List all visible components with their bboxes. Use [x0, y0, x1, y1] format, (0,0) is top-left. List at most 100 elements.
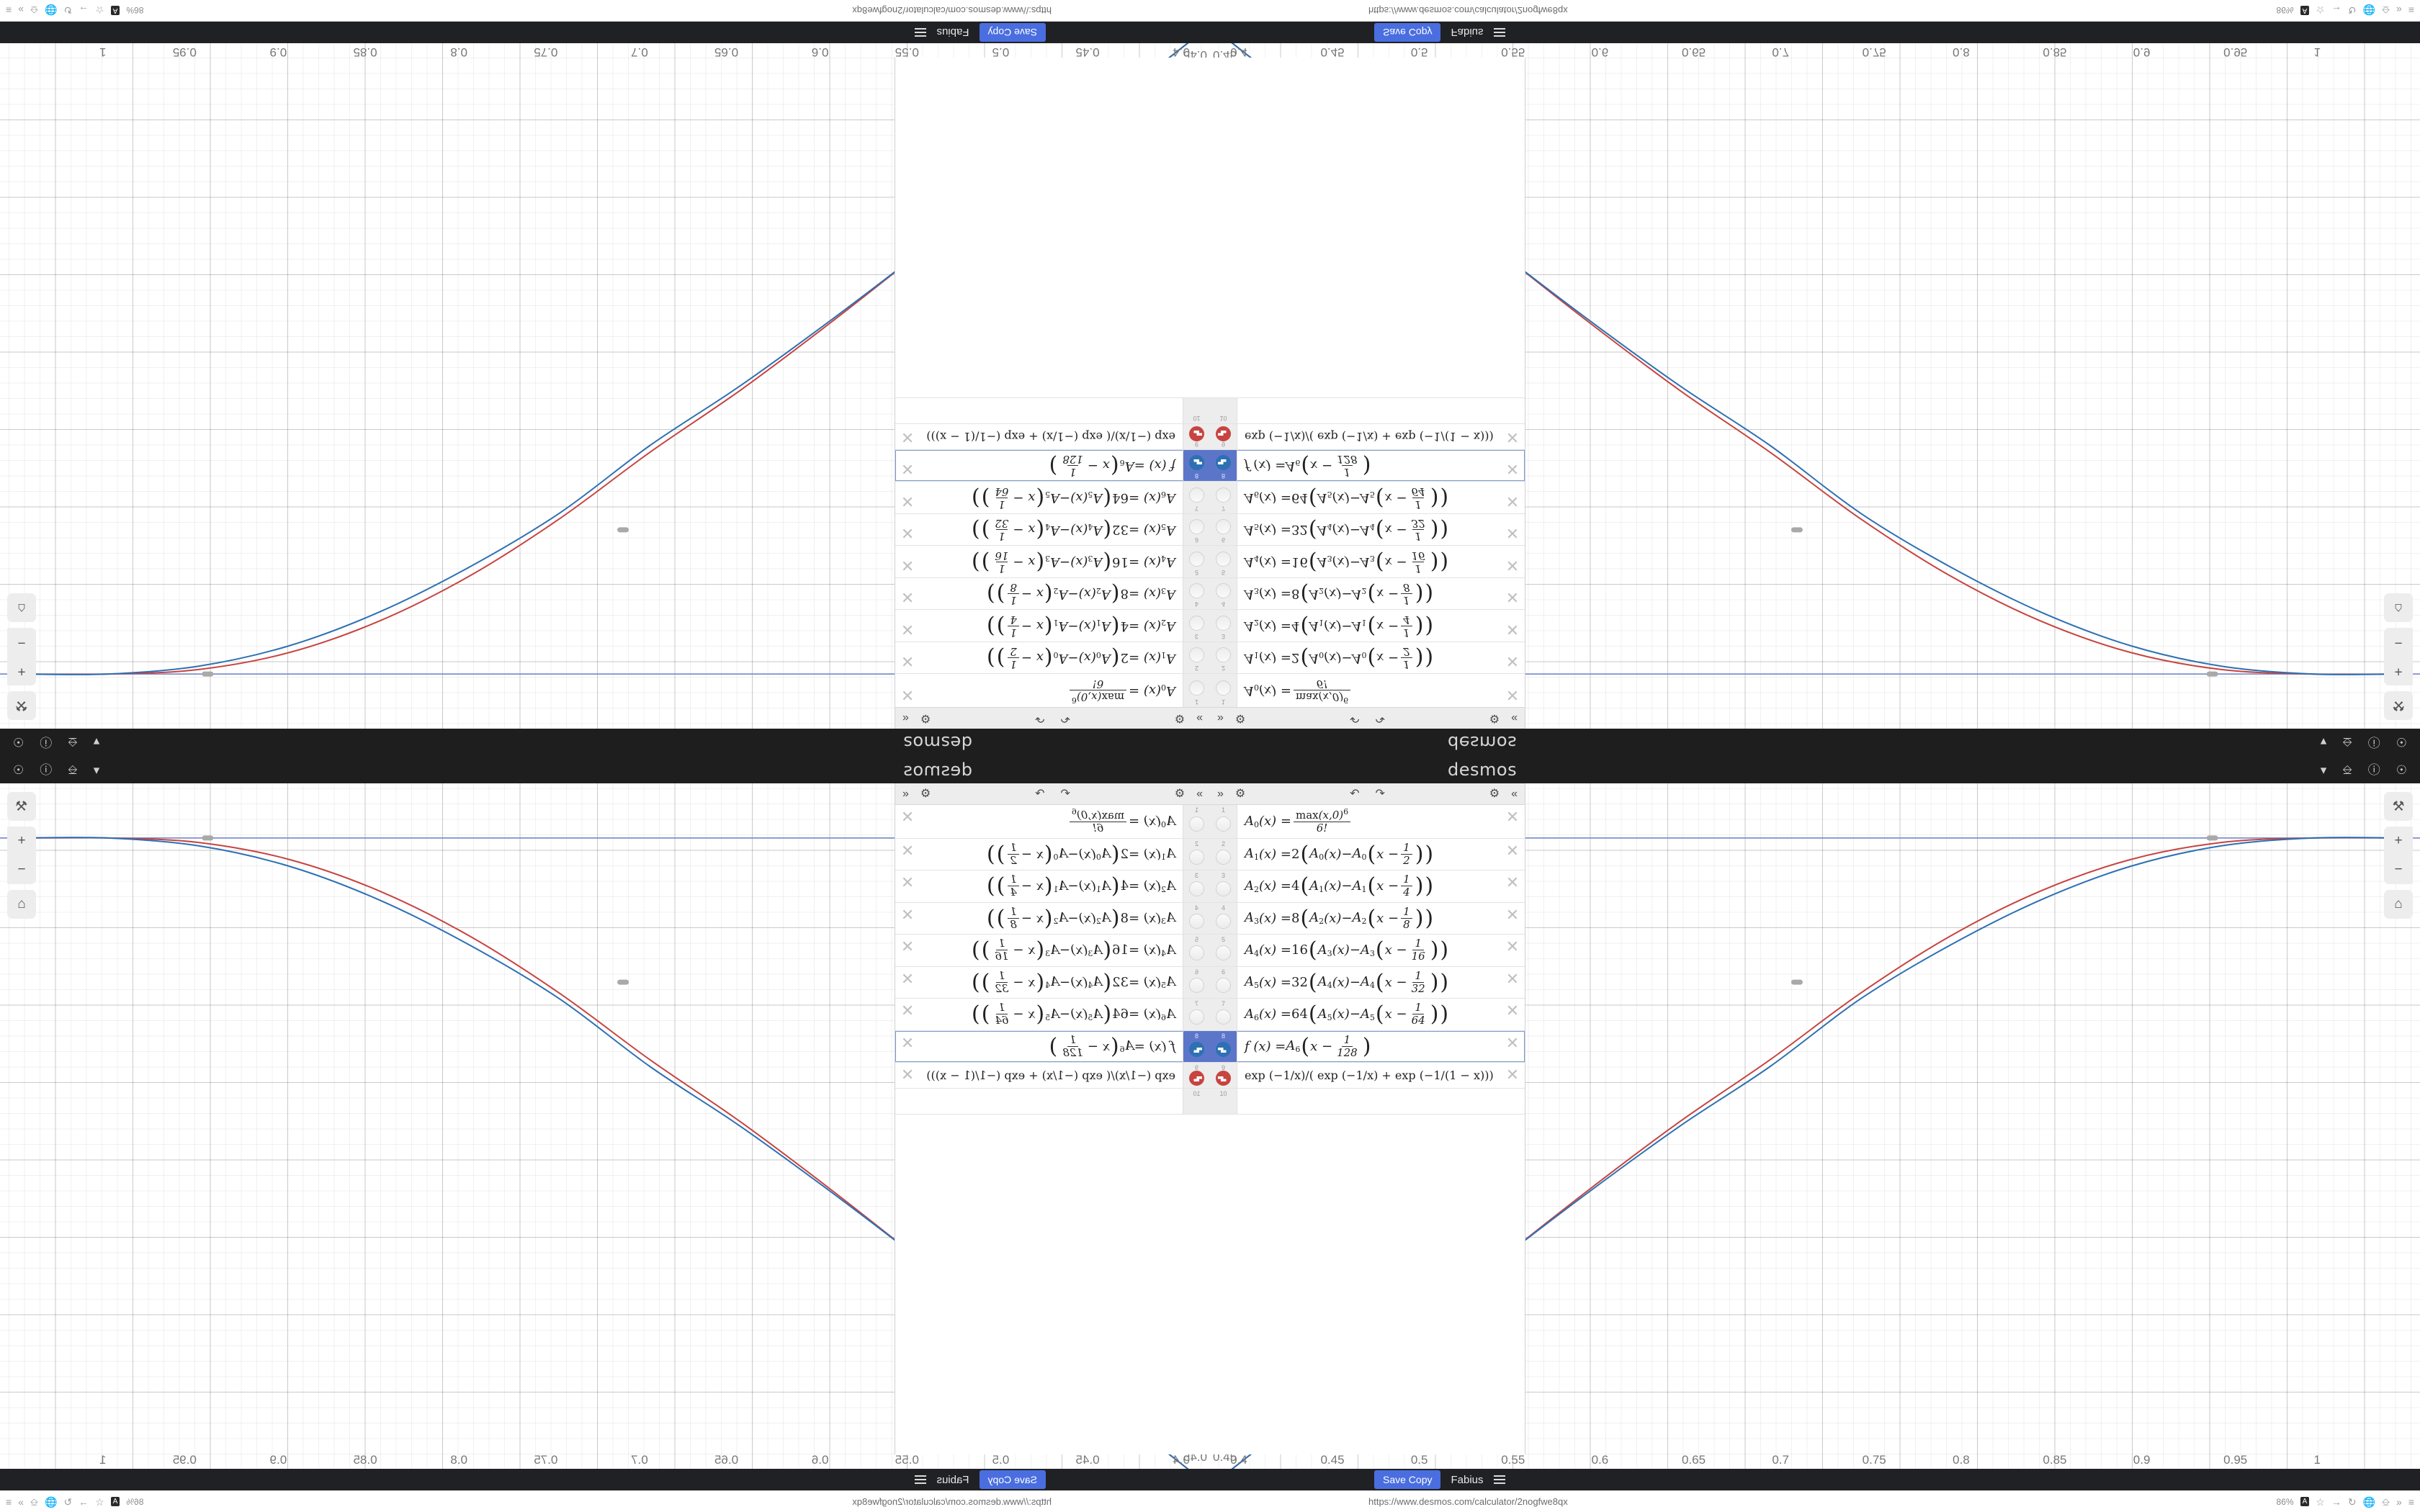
- expression-row-tab[interactable]: 4: [1210, 578, 1237, 610]
- reader-icon[interactable]: ⎒: [2381, 1495, 2390, 1508]
- delete-expression-icon[interactable]: ✕: [900, 937, 915, 955]
- expression-body[interactable]: f (x) = A6(x − 1 128): [1237, 450, 1500, 482]
- delete-expression-icon[interactable]: ✕: [1505, 652, 1520, 671]
- graph-zoom-controls[interactable]: ⚒ + − ⌂: [4, 593, 36, 729]
- expression-math[interactable]: A2 (x) = 4(A1 (x)− A1(x − 1 4)): [1245, 873, 1434, 899]
- expression-toolbar[interactable]: » ⚙ ↶ ↷ ⚙ «: [895, 783, 1210, 805]
- expression-body[interactable]: A2 (x) = 4(A1 (x)− A1(x − 1 4)): [920, 870, 1183, 902]
- collapse-panel-icon[interactable]: «: [1511, 787, 1518, 800]
- expression-body[interactable]: f (x) = A6(x − 1 128): [1237, 1031, 1500, 1063]
- delete-expression-icon[interactable]: ✕: [1505, 969, 1520, 988]
- wrench-icon[interactable]: ⚒: [2384, 691, 2413, 720]
- expression-math[interactable]: A4 (x) = 16(A3 (x)− A3(x − 1 16)): [971, 937, 1175, 963]
- expression-body[interactable]: A2 (x) = 4(A1 (x)− A1(x − 1 4)): [920, 611, 1183, 642]
- expression-body[interactable]: [920, 1089, 1183, 1114]
- reload-icon[interactable]: ↻: [2347, 1495, 2357, 1508]
- expression-row-tab[interactable]: 8: [1183, 450, 1210, 482]
- expression-list[interactable]: 1 A0 (x) = max(x,0)6 6! ✕ 2 A1 (x) = 2(A0 (x)− A0…: [1210, 58, 1525, 707]
- expression-color-swatch[interactable]: [1216, 913, 1231, 929]
- expression-row[interactable]: 4 A3 (x) = 8(A2 (x)− A2(x − 1 8)) ✕: [895, 902, 1210, 935]
- address-bar-url[interactable]: https://www.desmos.com/calculator/2nogfw…: [1368, 1496, 1568, 1507]
- delete-expression-icon[interactable]: ✕: [900, 873, 915, 891]
- menu-icon[interactable]: ≡: [2408, 4, 2414, 17]
- settings-icon[interactable]: ⚙: [920, 787, 931, 800]
- delete-expression-icon[interactable]: ✕: [900, 588, 915, 607]
- expression-color-swatch[interactable]: [1216, 455, 1231, 471]
- expression-panel[interactable]: » ⚙ ↶ ↷ ⚙ « 1 A0 (x) = max(x,0)6 6! ✕ 2 A1 (x) …: [1210, 783, 1525, 1454]
- expression-body[interactable]: A4 (x) = 16(A3 (x)− A3(x − 1 16)): [1237, 546, 1500, 578]
- delete-expression-icon[interactable]: ✕: [900, 460, 915, 479]
- expression-row-tab[interactable]: 10: [1210, 398, 1237, 423]
- expression-body[interactable]: A3 (x) = 8(A2 (x)− A2(x − 1 8)): [1237, 578, 1500, 610]
- expression-color-swatch[interactable]: [1216, 519, 1231, 535]
- delete-expression-icon[interactable]: ✕: [1505, 873, 1520, 891]
- expression-row[interactable]: 6 A5 (x) = 32(A4 (x)− A4(x − 1 32)) ✕: [895, 513, 1210, 546]
- help-icon[interactable]: ⓘ: [2367, 762, 2380, 777]
- chevrons-right-icon[interactable]: »: [2396, 1495, 2402, 1508]
- hamburger-icon[interactable]: [1493, 1475, 1505, 1484]
- undo-icon[interactable]: ↶: [1350, 787, 1360, 800]
- expression-color-swatch[interactable]: [1216, 426, 1231, 441]
- expression-math[interactable]: A4 (x) = 16(A3 (x)− A3(x − 1 16)): [971, 549, 1175, 575]
- expression-color-swatch[interactable]: [1216, 583, 1231, 599]
- expression-row-tab[interactable]: 8: [1210, 1030, 1237, 1062]
- wrench-icon[interactable]: ⚒: [2384, 792, 2413, 821]
- expression-row[interactable]: 10: [1210, 1089, 1525, 1115]
- globe-icon[interactable]: 🌐: [45, 4, 58, 17]
- expression-math[interactable]: A0 (x) = max(x,0)6 6!: [1067, 807, 1175, 835]
- gear-icon[interactable]: ⚙: [1234, 787, 1246, 800]
- expression-row[interactable]: 8 f (x) = A6(x − 1 128) ✕: [895, 449, 1210, 482]
- expression-math[interactable]: A4 (x) = 16(A3 (x)− A3(x − 1 16)): [1245, 937, 1449, 963]
- delete-expression-icon[interactable]: ✕: [900, 686, 915, 704]
- expression-row[interactable]: 10: [895, 397, 1210, 423]
- zoom-in-icon[interactable]: +: [7, 827, 36, 855]
- delete-expression-icon[interactable]: ✕: [900, 492, 915, 510]
- expression-body[interactable]: exp (−1/x)/( exp (−1/x) + exp (−1/(1 − x…: [1237, 1063, 1500, 1088]
- save-copy-button[interactable]: Save Copy: [979, 1470, 1046, 1489]
- zoom-group[interactable]: + −: [2384, 827, 2416, 884]
- delete-expression-icon[interactable]: ✕: [1505, 1002, 1520, 1020]
- hamburger-icon[interactable]: [915, 1475, 927, 1484]
- expression-body[interactable]: A6 (x) = 64(A5 (x)− A5(x − 1 64)): [920, 482, 1183, 514]
- expression-row-tab[interactable]: 10: [1183, 1089, 1210, 1114]
- expression-row-tab[interactable]: 5: [1183, 935, 1210, 966]
- chevron-down-icon[interactable]: ▾: [2320, 762, 2327, 777]
- expression-body[interactable]: exp (−1/x)/( exp (−1/x) + exp (−1/(1 − x…: [920, 1063, 1183, 1088]
- expression-color-swatch[interactable]: [1189, 487, 1204, 503]
- expression-body[interactable]: exp (−1/x)/( exp (−1/x) + exp (−1/(1 − x…: [1237, 424, 1500, 449]
- expression-row[interactable]: 3 A2 (x) = 4(A1 (x)− A1(x − 1 4)) ✕: [895, 609, 1210, 642]
- gear-icon[interactable]: ⚙: [1234, 712, 1246, 725]
- expression-row[interactable]: 4 A3 (x) = 8(A2 (x)− A2(x − 1 8)) ✕: [895, 577, 1210, 610]
- delete-expression-icon[interactable]: ✕: [1505, 524, 1520, 543]
- add-expression-icon[interactable]: »: [1217, 712, 1224, 725]
- expression-row[interactable]: 9 exp (−1/x)/( exp (−1/x) + exp (−1/(1 − …: [895, 1063, 1210, 1089]
- expression-color-swatch[interactable]: [1216, 1041, 1231, 1057]
- expression-body[interactable]: exp (−1/x)/( exp (−1/x) + exp (−1/(1 − x…: [920, 424, 1183, 449]
- expression-math[interactable]: A3 (x) = 8(A2 (x)− A2(x − 1 8)): [1245, 581, 1434, 608]
- expression-math[interactable]: A0 (x) = max(x,0)6 6!: [1067, 678, 1175, 705]
- delete-expression-icon[interactable]: ✕: [1505, 1033, 1520, 1052]
- expression-row-tab[interactable]: 7: [1183, 999, 1210, 1030]
- expression-color-swatch[interactable]: [1216, 977, 1231, 993]
- expression-row[interactable]: 1 A0 (x) = max(x,0)6 6! ✕: [895, 805, 1210, 839]
- expression-color-swatch[interactable]: [1216, 680, 1231, 696]
- delete-expression-icon[interactable]: ✕: [900, 557, 915, 575]
- delete-expression-icon[interactable]: ✕: [900, 524, 915, 543]
- delete-expression-icon[interactable]: [895, 1089, 920, 1114]
- share-icon[interactable]: ⎒: [68, 762, 78, 777]
- expression-math[interactable]: A3 (x) = 8(A2 (x)− A2(x − 1 8)): [1245, 904, 1434, 931]
- settings-icon[interactable]: ⚙: [1489, 712, 1500, 725]
- zoom-level-label[interactable]: 86%: [2276, 5, 2294, 16]
- expression-panel[interactable]: » ⚙ ↶ ↷ ⚙ « 1 A0 (x) = max(x,0)6 6! ✕ 2 A1 (x) …: [1210, 58, 1525, 729]
- zoom-out-icon[interactable]: −: [2384, 628, 2413, 657]
- account-icon[interactable]: ☉: [13, 735, 24, 750]
- home-icon[interactable]: ⌂: [7, 890, 36, 919]
- expression-row-tab[interactable]: 8: [1210, 450, 1237, 482]
- expression-row-tab[interactable]: 7: [1183, 482, 1210, 513]
- expression-color-swatch[interactable]: [1189, 849, 1204, 865]
- expression-color-swatch[interactable]: [1189, 426, 1204, 441]
- delete-expression-icon[interactable]: ✕: [900, 652, 915, 671]
- expression-row[interactable]: 5 A4 (x) = 16(A3 (x)− A3(x − 1 16)) ✕: [1210, 545, 1525, 578]
- menu-icon[interactable]: ≡: [6, 4, 12, 17]
- delete-expression-icon[interactable]: ✕: [1505, 905, 1520, 924]
